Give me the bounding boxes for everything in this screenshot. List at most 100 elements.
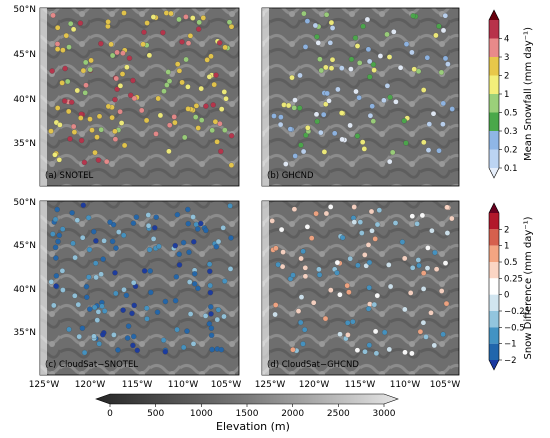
station-marker: [323, 64, 329, 71]
station-marker: [402, 349, 408, 356]
station-marker: [364, 16, 371, 23]
station-marker: [221, 89, 228, 95]
station-marker: [121, 286, 127, 293]
station-marker: [203, 227, 209, 234]
station-marker: [443, 300, 450, 307]
station-marker: [420, 87, 427, 93]
station-marker: [303, 132, 309, 138]
colorbar-segment: [489, 262, 499, 279]
station-marker: [360, 23, 366, 30]
station-marker: [49, 68, 55, 74]
colorbar-tick-label: 2: [504, 72, 509, 82]
colorbar-tick-label: 0: [504, 291, 509, 301]
station-marker: [228, 235, 234, 241]
station-marker: [144, 20, 150, 26]
station-marker: [222, 44, 228, 51]
station-marker: [66, 44, 72, 50]
colorbar-elev-tick-label: 2500: [327, 409, 350, 419]
station-marker: [153, 131, 159, 137]
lon-tick: 115°W: [345, 380, 376, 390]
station-marker: [92, 149, 98, 156]
station-marker: [82, 59, 89, 66]
station-marker: [190, 341, 197, 347]
station-marker: [420, 286, 427, 292]
station-marker: [328, 19, 335, 26]
station-marker: [116, 229, 122, 235]
station-marker: [176, 262, 183, 268]
colorbar-segment: [489, 57, 499, 76]
station-marker: [86, 306, 93, 312]
lat-tick: 40°N: [13, 285, 36, 295]
station-marker: [180, 239, 187, 246]
colorbar-elev-tick-label: 1500: [236, 409, 259, 419]
station-marker: [50, 231, 56, 237]
station-marker: [227, 266, 234, 272]
colorbar-tick-label: 0.2: [504, 146, 518, 156]
station-marker: [185, 40, 192, 46]
station-marker: [112, 128, 118, 135]
station-marker: [101, 308, 108, 314]
station-marker: [370, 61, 377, 68]
station-marker: [214, 316, 221, 323]
colorbar-elev-tick-label: 0: [107, 409, 113, 419]
station-marker: [381, 329, 388, 336]
station-marker: [365, 306, 372, 312]
station-marker: [147, 268, 153, 274]
station-marker: [119, 71, 126, 77]
station-marker: [191, 281, 198, 287]
station-marker: [442, 12, 449, 19]
station-marker: [165, 69, 171, 75]
station-marker: [52, 152, 58, 158]
station-marker: [433, 32, 439, 39]
station-marker: [112, 270, 118, 276]
station-marker: [357, 219, 364, 225]
station-marker: [414, 221, 420, 227]
station-marker: [272, 302, 279, 308]
station-marker: [354, 133, 361, 139]
station-marker: [445, 61, 451, 67]
colorbar-segment: [489, 94, 499, 113]
colorbar-tick-label: −1: [504, 340, 517, 350]
station-marker: [208, 311, 214, 317]
station-marker: [440, 27, 447, 34]
lon-tick: 120°W: [299, 380, 330, 390]
station-marker: [316, 272, 323, 278]
station-marker: [68, 99, 75, 105]
lat-tick: 50°N: [13, 198, 36, 208]
panel-a-stations: [48, 10, 235, 168]
station-marker: [54, 206, 60, 213]
station-marker: [186, 279, 193, 285]
station-marker: [184, 328, 190, 334]
station-marker: [314, 118, 320, 125]
station-marker: [314, 34, 320, 40]
station-marker: [415, 68, 422, 75]
station-marker: [338, 110, 345, 116]
station-marker: [91, 228, 97, 235]
station-marker: [208, 325, 215, 331]
colorbar-segment: [489, 149, 499, 168]
station-marker: [366, 259, 373, 266]
station-marker: [305, 125, 311, 131]
station-marker: [118, 120, 125, 126]
station-marker: [207, 282, 213, 289]
station-marker: [56, 157, 63, 163]
colorbar-segment: [489, 229, 499, 246]
station-marker: [120, 50, 126, 56]
station-marker: [166, 148, 172, 155]
station-marker: [57, 122, 63, 128]
station-marker: [98, 271, 104, 277]
station-marker: [374, 221, 381, 228]
station-marker: [50, 12, 56, 19]
station-marker: [323, 11, 330, 18]
station-marker: [150, 14, 157, 20]
station-marker: [366, 284, 372, 291]
station-marker: [91, 333, 97, 340]
station-marker: [155, 95, 161, 102]
station-marker: [72, 293, 78, 299]
station-marker: [92, 260, 99, 266]
lon-tick: 125°W: [255, 380, 286, 390]
station-marker: [99, 303, 105, 309]
colorbar-segment: [489, 360, 499, 370]
colorbar-elev-tick-label: 3000: [373, 409, 396, 419]
station-marker: [368, 208, 375, 215]
